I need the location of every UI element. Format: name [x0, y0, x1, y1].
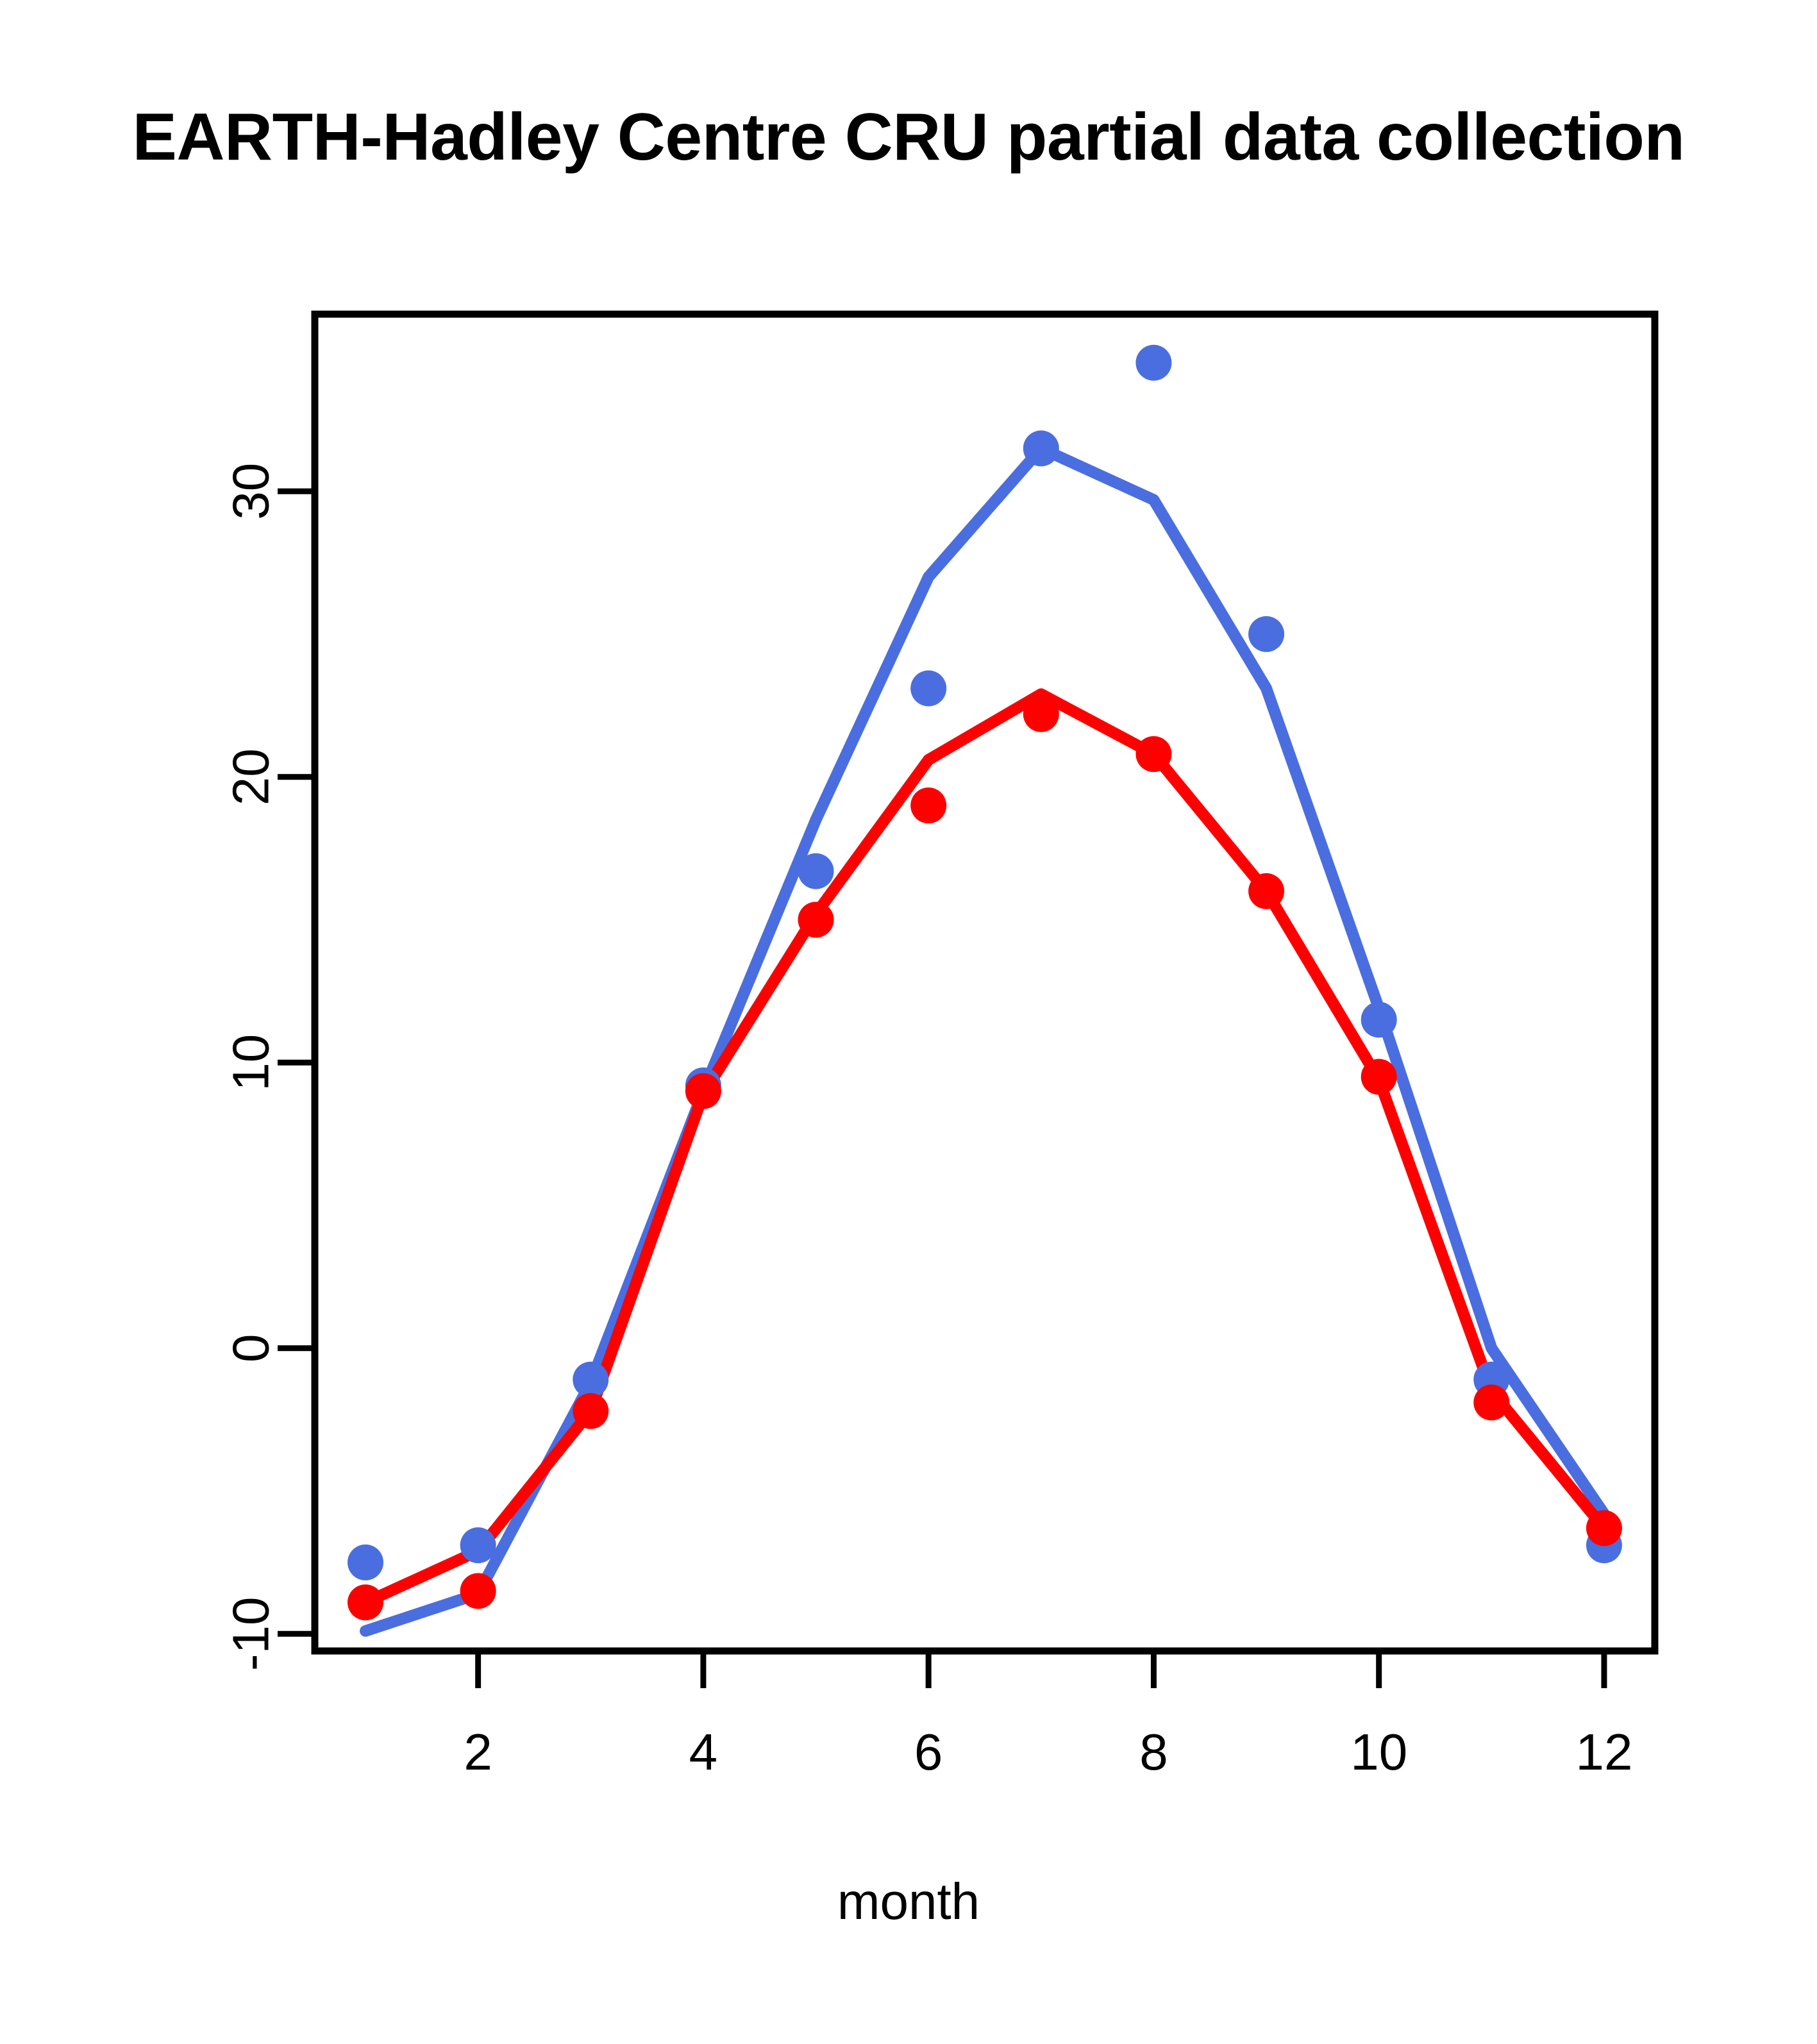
x-tick-label: 2: [464, 1723, 492, 1780]
data-point: [1135, 344, 1172, 381]
data-point: [1473, 1384, 1510, 1421]
data-point: [1361, 1001, 1397, 1038]
data-point: [1248, 873, 1285, 909]
y-axis: -10 0 10 20 30: [222, 463, 319, 1671]
x-tick-label: 4: [689, 1723, 718, 1780]
data-point: [1361, 1059, 1397, 1095]
data-point: [573, 1361, 609, 1398]
data-point: [798, 853, 834, 889]
series-line-red-line: [360, 688, 1610, 1609]
x-axis-label: month: [837, 1873, 980, 1930]
data-point: [347, 1544, 384, 1580]
x-axis: 2 4 6 8 10 12: [464, 1647, 1632, 1780]
series-line-blue-line: [360, 442, 1610, 1637]
data-point: [685, 1073, 721, 1109]
x-tick-label: 6: [914, 1723, 943, 1780]
y-tick-label: 20: [222, 748, 280, 805]
data-point: [1135, 736, 1172, 773]
x-tick-label: 8: [1139, 1723, 1168, 1780]
data-point: [1248, 616, 1285, 652]
y-tick-label: 30: [222, 463, 280, 520]
x-tick-label: 12: [1575, 1723, 1632, 1780]
data-point: [1023, 430, 1059, 467]
data-point: [1586, 1510, 1622, 1546]
data-point: [798, 901, 834, 938]
x-tick-label: 10: [1350, 1723, 1407, 1780]
y-tick-label: 10: [222, 1034, 280, 1091]
page-title: EARTH-Hadley Centre CRU partial data col…: [132, 100, 1685, 174]
y-tick-label: 0: [222, 1334, 280, 1363]
data-point: [910, 787, 947, 824]
data-point: [573, 1393, 609, 1429]
data-point: [460, 1527, 496, 1564]
data-point: [460, 1573, 496, 1609]
data-series: [347, 344, 1622, 1637]
data-point: [347, 1584, 384, 1621]
y-tick-label: -10: [222, 1596, 280, 1671]
data-point: [1023, 696, 1059, 732]
data-point: [910, 670, 947, 707]
